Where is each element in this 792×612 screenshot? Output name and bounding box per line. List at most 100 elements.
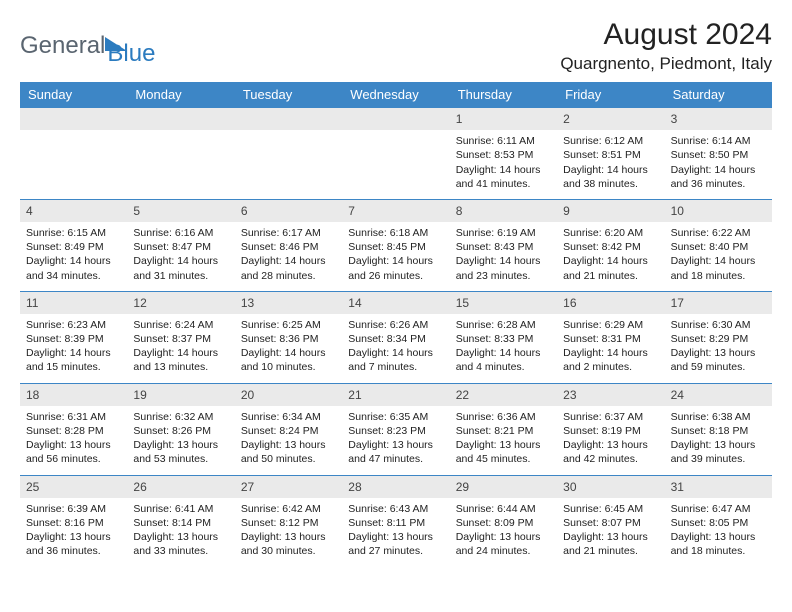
- sunrise-text: Sunrise: 6:23 AM: [26, 318, 121, 332]
- sunset-text: Sunset: 8:47 PM: [133, 240, 228, 254]
- sunset-text: Sunset: 8:11 PM: [348, 516, 443, 530]
- daylight-text: Daylight: 14 hours and 36 minutes.: [671, 163, 766, 191]
- header: General Blue August 2024 Quargnento, Pie…: [20, 18, 772, 74]
- day-number: 28: [342, 476, 449, 498]
- calendar-cell: 30Sunrise: 6:45 AMSunset: 8:07 PMDayligh…: [557, 475, 664, 567]
- day-number: 14: [342, 292, 449, 314]
- sunset-text: Sunset: 8:23 PM: [348, 424, 443, 438]
- logo-text-blue: Blue: [107, 40, 155, 68]
- day-number: [20, 108, 127, 130]
- day-number: 3: [665, 108, 772, 130]
- daylight-text: Daylight: 14 hours and 7 minutes.: [348, 346, 443, 374]
- logo: General Blue: [20, 18, 155, 68]
- daylight-text: Daylight: 13 hours and 36 minutes.: [26, 530, 121, 558]
- calendar-grid: SundayMondayTuesdayWednesdayThursdayFrid…: [20, 82, 772, 566]
- sunset-text: Sunset: 8:12 PM: [241, 516, 336, 530]
- sunrise-text: Sunrise: 6:17 AM: [241, 226, 336, 240]
- daylight-text: Daylight: 14 hours and 26 minutes.: [348, 254, 443, 282]
- sunrise-text: Sunrise: 6:16 AM: [133, 226, 228, 240]
- daylight-text: Daylight: 14 hours and 38 minutes.: [563, 163, 658, 191]
- calendar-cell: 26Sunrise: 6:41 AMSunset: 8:14 PMDayligh…: [127, 475, 234, 567]
- daylight-text: Daylight: 13 hours and 27 minutes.: [348, 530, 443, 558]
- calendar-cell: 25Sunrise: 6:39 AMSunset: 8:16 PMDayligh…: [20, 475, 127, 567]
- daylight-text: Daylight: 14 hours and 2 minutes.: [563, 346, 658, 374]
- day-number: 4: [20, 200, 127, 222]
- calendar-cell: 28Sunrise: 6:43 AMSunset: 8:11 PMDayligh…: [342, 475, 449, 567]
- sunset-text: Sunset: 8:14 PM: [133, 516, 228, 530]
- day-number: 1: [450, 108, 557, 130]
- calendar-cell: 22Sunrise: 6:36 AMSunset: 8:21 PMDayligh…: [450, 383, 557, 475]
- day-number: [235, 108, 342, 130]
- day-number: 16: [557, 292, 664, 314]
- sunrise-text: Sunrise: 6:47 AM: [671, 502, 766, 516]
- month-title: August 2024: [560, 18, 772, 52]
- calendar-cell: 5Sunrise: 6:16 AMSunset: 8:47 PMDaylight…: [127, 199, 234, 291]
- dow-header: Wednesday: [342, 82, 449, 107]
- calendar-cell: 27Sunrise: 6:42 AMSunset: 8:12 PMDayligh…: [235, 475, 342, 567]
- daylight-text: Daylight: 13 hours and 24 minutes.: [456, 530, 551, 558]
- calendar-cell: 10Sunrise: 6:22 AMSunset: 8:40 PMDayligh…: [665, 199, 772, 291]
- daylight-text: Daylight: 13 hours and 56 minutes.: [26, 438, 121, 466]
- sunrise-text: Sunrise: 6:25 AM: [241, 318, 336, 332]
- daylight-text: Daylight: 13 hours and 47 minutes.: [348, 438, 443, 466]
- day-number: 19: [127, 384, 234, 406]
- daylight-text: Daylight: 13 hours and 30 minutes.: [241, 530, 336, 558]
- sunset-text: Sunset: 8:09 PM: [456, 516, 551, 530]
- day-number: 29: [450, 476, 557, 498]
- sunset-text: Sunset: 8:45 PM: [348, 240, 443, 254]
- logo-text-general: General: [20, 32, 105, 60]
- daylight-text: Daylight: 13 hours and 21 minutes.: [563, 530, 658, 558]
- daylight-text: Daylight: 14 hours and 15 minutes.: [26, 346, 121, 374]
- sunset-text: Sunset: 8:07 PM: [563, 516, 658, 530]
- sunset-text: Sunset: 8:50 PM: [671, 148, 766, 162]
- day-number: 9: [557, 200, 664, 222]
- day-number: 24: [665, 384, 772, 406]
- calendar-cell: 1Sunrise: 6:11 AMSunset: 8:53 PMDaylight…: [450, 107, 557, 199]
- daylight-text: Daylight: 14 hours and 31 minutes.: [133, 254, 228, 282]
- calendar-cell: 4Sunrise: 6:15 AMSunset: 8:49 PMDaylight…: [20, 199, 127, 291]
- sunset-text: Sunset: 8:51 PM: [563, 148, 658, 162]
- sunrise-text: Sunrise: 6:39 AM: [26, 502, 121, 516]
- day-number: 18: [20, 384, 127, 406]
- sunset-text: Sunset: 8:19 PM: [563, 424, 658, 438]
- sunset-text: Sunset: 8:18 PM: [671, 424, 766, 438]
- day-number: 20: [235, 384, 342, 406]
- dow-header: Thursday: [450, 82, 557, 107]
- sunrise-text: Sunrise: 6:32 AM: [133, 410, 228, 424]
- calendar-cell: 21Sunrise: 6:35 AMSunset: 8:23 PMDayligh…: [342, 383, 449, 475]
- sunset-text: Sunset: 8:53 PM: [456, 148, 551, 162]
- daylight-text: Daylight: 14 hours and 21 minutes.: [563, 254, 658, 282]
- calendar-cell: 15Sunrise: 6:28 AMSunset: 8:33 PMDayligh…: [450, 291, 557, 383]
- sunrise-text: Sunrise: 6:34 AM: [241, 410, 336, 424]
- sunrise-text: Sunrise: 6:24 AM: [133, 318, 228, 332]
- sunset-text: Sunset: 8:34 PM: [348, 332, 443, 346]
- calendar-cell: 11Sunrise: 6:23 AMSunset: 8:39 PMDayligh…: [20, 291, 127, 383]
- daylight-text: Daylight: 13 hours and 59 minutes.: [671, 346, 766, 374]
- calendar-cell: 3 Sunrise: 6:14 AMSunset: 8:50 PMDaylight…: [665, 107, 772, 199]
- calendar-cell: 9Sunrise: 6:20 AMSunset: 8:42 PMDaylight…: [557, 199, 664, 291]
- day-number: 2: [557, 108, 664, 130]
- day-number: 22: [450, 384, 557, 406]
- day-number: 12: [127, 292, 234, 314]
- title-block: August 2024 Quargnento, Piedmont, Italy: [560, 18, 772, 74]
- calendar-cell: 6Sunrise: 6:17 AMSunset: 8:46 PMDaylight…: [235, 199, 342, 291]
- daylight-text: Daylight: 13 hours and 45 minutes.: [456, 438, 551, 466]
- sunrise-text: Sunrise: 6:18 AM: [348, 226, 443, 240]
- day-number: 7: [342, 200, 449, 222]
- calendar-cell: 8Sunrise: 6:19 AMSunset: 8:43 PMDaylight…: [450, 199, 557, 291]
- day-number: 27: [235, 476, 342, 498]
- sunset-text: Sunset: 8:36 PM: [241, 332, 336, 346]
- calendar-cell: 18Sunrise: 6:31 AMSunset: 8:28 PMDayligh…: [20, 383, 127, 475]
- daylight-text: Daylight: 14 hours and 34 minutes.: [26, 254, 121, 282]
- daylight-text: Daylight: 13 hours and 53 minutes.: [133, 438, 228, 466]
- day-number: [342, 108, 449, 130]
- dow-header: Sunday: [20, 82, 127, 107]
- calendar-cell: [20, 107, 127, 199]
- sunrise-text: Sunrise: 6:28 AM: [456, 318, 551, 332]
- sunrise-text: Sunrise: 6:45 AM: [563, 502, 658, 516]
- calendar-cell: 29Sunrise: 6:44 AMSunset: 8:09 PMDayligh…: [450, 475, 557, 567]
- sunset-text: Sunset: 8:31 PM: [563, 332, 658, 346]
- sunrise-text: Sunrise: 6:14 AM: [671, 134, 766, 148]
- dow-header: Friday: [557, 82, 664, 107]
- sunset-text: Sunset: 8:21 PM: [456, 424, 551, 438]
